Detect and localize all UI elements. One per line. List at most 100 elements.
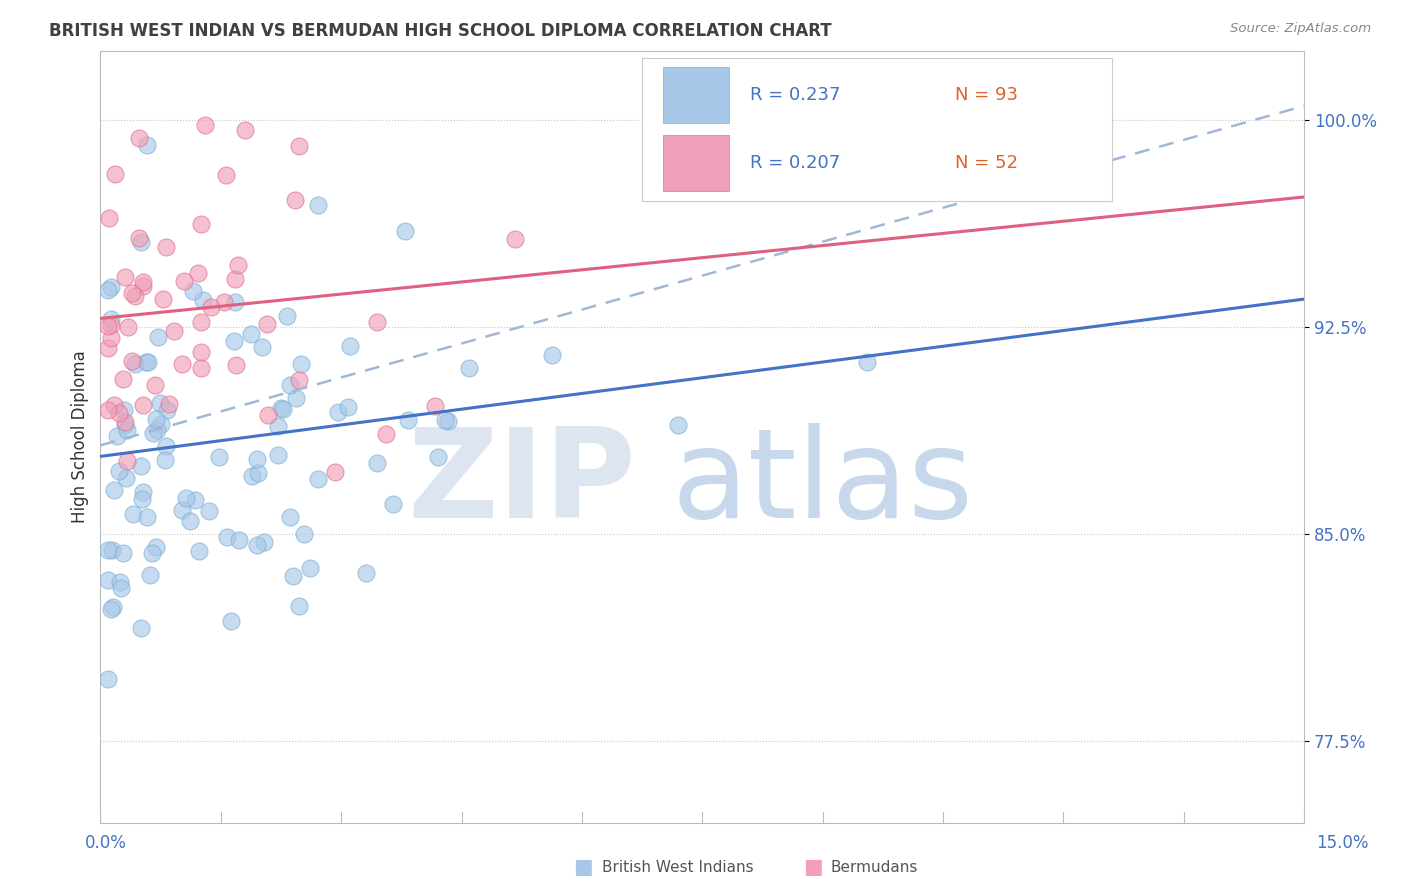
Point [97,318,120,333]
Point [136,355,159,369]
Point [394,224,416,238]
Point [114,416,136,430]
Point [163,324,186,338]
Y-axis label: High School Diploma: High School Diploma [72,351,89,524]
Point [292,527,315,541]
Point [128,131,150,145]
Point [108,575,131,590]
Point [117,319,139,334]
Point [145,540,167,554]
Text: British West Indians: British West Indians [602,860,754,874]
Point [200,300,222,314]
Text: BRITISH WEST INDIAN VS BERMUDAN HIGH SCHOOL DIPLOMA CORRELATION CHART: BRITISH WEST INDIAN VS BERMUDAN HIGH SCH… [49,22,832,40]
Point [145,423,167,437]
Point [129,235,152,249]
Point [278,509,301,524]
Point [191,293,214,308]
Point [145,412,167,426]
Point [366,315,388,329]
Point [190,361,212,376]
Point [108,464,131,478]
Point [100,311,122,326]
Point [139,567,162,582]
Point [170,503,193,517]
Point [271,402,294,417]
Point [117,423,139,437]
Point [114,418,136,433]
Point [208,450,231,465]
Point [666,417,689,432]
Point [129,621,152,635]
Point [128,231,150,245]
Point [111,546,134,560]
Text: N = 93: N = 93 [955,86,1018,103]
Point [135,137,157,152]
FancyBboxPatch shape [643,58,1112,202]
Point [339,339,361,353]
Point [299,560,322,574]
Point [423,399,446,413]
Point [458,360,481,375]
Point [281,568,304,582]
Point [124,357,146,371]
Point [224,294,246,309]
Point [135,510,157,524]
Point [103,483,125,498]
Text: R = 0.237: R = 0.237 [751,86,841,103]
Point [98,211,121,225]
Point [288,373,311,387]
Point [375,427,398,442]
Point [115,454,138,468]
Point [121,508,143,522]
Point [184,492,207,507]
Point [157,396,180,410]
Point [112,372,135,386]
Point [219,614,242,628]
Point [121,286,143,301]
Text: N = 52: N = 52 [955,153,1018,172]
Point [108,407,131,421]
Point [124,288,146,302]
Text: atlas: atlas [672,423,974,544]
Point [326,405,349,419]
Point [132,484,155,499]
Point [105,429,128,443]
Point [366,456,388,470]
Point [198,504,221,518]
Point [212,294,235,309]
Point [173,274,195,288]
Text: 0.0%: 0.0% [84,834,127,852]
Point [145,378,167,392]
Point [114,269,136,284]
Point [131,275,153,289]
Point [278,377,301,392]
Point [256,409,278,423]
Point [100,331,122,345]
Point [97,402,120,417]
Point [141,547,163,561]
Point [100,602,122,616]
Point [142,426,165,441]
Point [103,398,125,412]
Point [214,169,236,183]
Point [170,357,193,371]
Point [152,292,174,306]
Point [155,240,177,254]
Point [856,355,879,369]
Point [307,472,329,486]
Point [228,258,250,272]
Point [179,514,201,528]
Point [131,491,153,506]
Point [121,354,143,368]
Point [225,358,247,372]
Point [112,402,135,417]
Point [270,401,292,415]
Point [503,232,526,246]
Point [217,530,239,544]
Bar [662,67,728,122]
Point [190,315,212,329]
Point [433,413,456,427]
Point [288,599,311,613]
Point [382,497,405,511]
Point [155,438,177,452]
